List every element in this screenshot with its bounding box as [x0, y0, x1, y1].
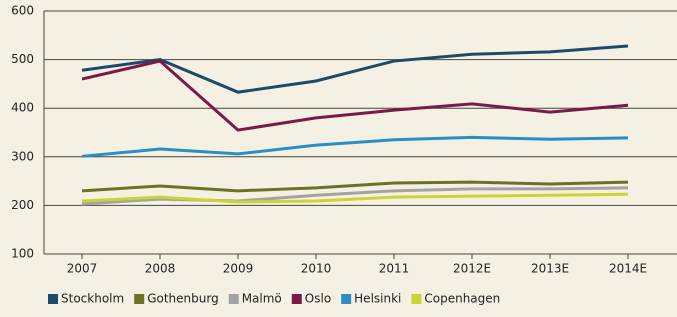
- series-line: [81, 44, 629, 94]
- legend-swatch: [48, 294, 58, 304]
- y-tick-label: 400: [11, 101, 34, 115]
- x-tick-label: 2012E: [453, 262, 491, 276]
- y-tick-label: 300: [11, 149, 34, 163]
- y-tick-label: 200: [11, 198, 34, 212]
- legend-swatch: [291, 294, 302, 304]
- x-tick-label: 2011: [379, 262, 410, 276]
- legend-swatch: [341, 294, 352, 304]
- legend-swatch: [411, 294, 422, 304]
- legend-label: Stockholm: [61, 292, 124, 306]
- legend-label: Oslo: [305, 292, 331, 306]
- y-tick-label: 500: [11, 52, 34, 66]
- legend-label: Gothenburg: [147, 292, 219, 306]
- legend-label: Helsinki: [354, 292, 401, 306]
- x-tick-label: 2009: [223, 262, 254, 276]
- legend-swatch: [134, 294, 145, 304]
- series-line: [81, 59, 629, 132]
- x-tick-label: 2013E: [531, 262, 569, 276]
- legend-label: Copenhagen: [424, 292, 500, 306]
- series-line: [81, 192, 629, 204]
- series-line: [81, 135, 629, 158]
- series-line: [81, 180, 629, 193]
- y-tick-label: 600: [11, 4, 34, 18]
- legend-swatch: [228, 294, 239, 304]
- x-tick-label: 2010: [301, 262, 332, 276]
- x-tick-label: 2008: [145, 262, 176, 276]
- x-tick-label: 2014E: [609, 262, 647, 276]
- y-tick-label: 100: [11, 247, 34, 261]
- x-tick-label: 2007: [67, 262, 98, 276]
- legend-label: Malmö: [242, 292, 282, 306]
